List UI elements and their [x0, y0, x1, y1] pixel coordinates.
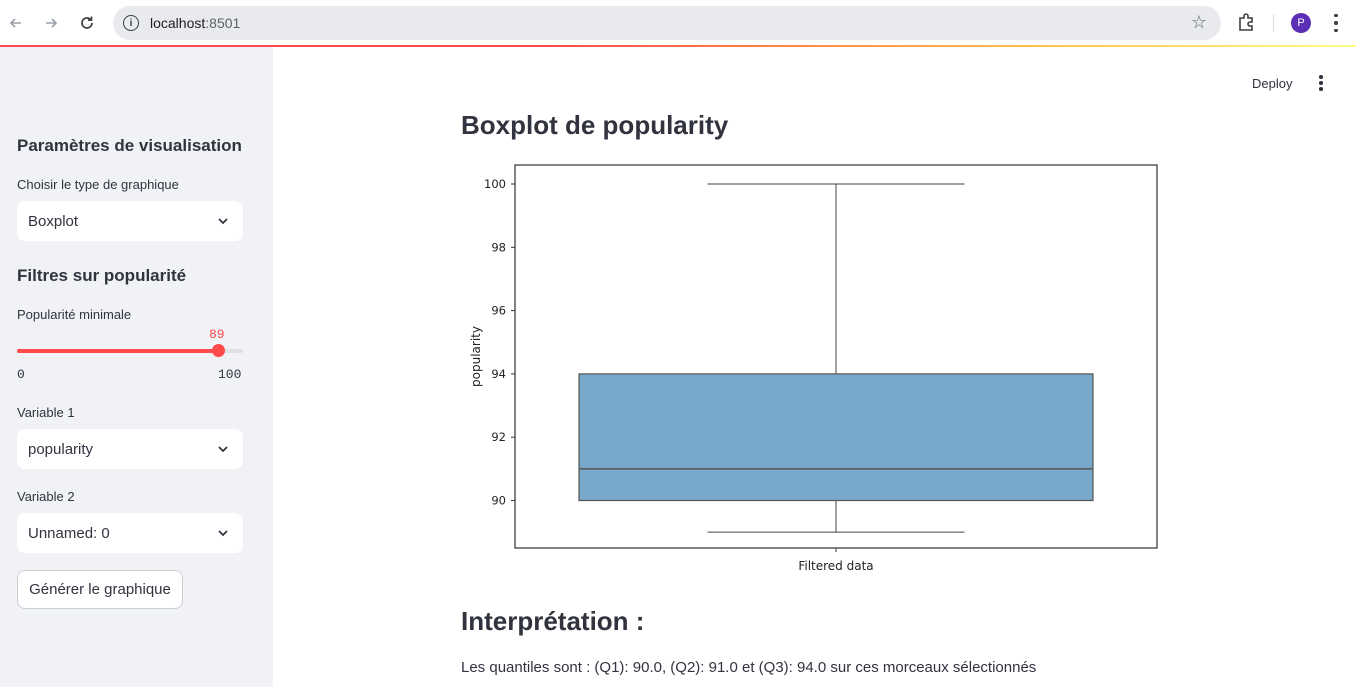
generate-chart-button[interactable]: Générer le graphique [17, 570, 183, 609]
chart-type-value: Boxplot [28, 213, 79, 230]
browser-menu-icon[interactable] [1328, 12, 1344, 34]
variable2-select[interactable]: Unnamed: 0 [17, 513, 243, 553]
variable1-value: popularity [28, 441, 94, 458]
slider-thumb[interactable] [212, 344, 226, 357]
browser-toolbar: i localhost:8501 ☆ P [0, 0, 1356, 47]
extensions-puzzle-icon[interactable] [1236, 11, 1258, 33]
y-tick-label: 92 [491, 430, 506, 444]
deploy-button[interactable]: Deploy [1252, 76, 1293, 91]
sidebar: Paramètres de visualisation Choisir le t… [0, 47, 273, 687]
slider-max-label: 100 [218, 367, 242, 382]
site-info-icon[interactable]: i [123, 15, 139, 31]
chevron-down-icon [218, 530, 228, 537]
x-tick-label: Filtered data [798, 559, 873, 573]
url-text: localhost:8501 [150, 15, 241, 31]
reload-icon[interactable] [76, 12, 98, 34]
chevron-down-icon [218, 446, 228, 453]
chevron-down-icon [218, 218, 228, 225]
slider-fill [17, 349, 219, 353]
sidebar-title: Paramètres de visualisation [17, 136, 242, 155]
slider-min-label: 0 [17, 367, 25, 382]
min-popularity-label: Popularité minimale [17, 307, 132, 322]
y-tick-label: 96 [491, 304, 506, 318]
y-tick-label: 94 [491, 367, 506, 381]
app-decoration-bar [0, 45, 1356, 47]
interpretation-text: Les quantiles sont : (Q1): 90.0, (Q2): 9… [461, 659, 1037, 676]
variable1-select[interactable]: popularity [17, 429, 243, 469]
y-tick-label: 100 [484, 177, 506, 191]
min-popularity-slider[interactable] [17, 344, 243, 357]
variable2-value: Unnamed: 0 [28, 525, 110, 542]
chart-title: Boxplot de popularity [461, 110, 729, 140]
bookmark-star-icon[interactable]: ☆ [1190, 12, 1207, 32]
toolbar-divider [1273, 14, 1274, 32]
filters-title: Filtres sur popularité [17, 266, 187, 285]
back-arrow-icon[interactable] [5, 12, 27, 34]
main-menu-icon[interactable] [1314, 74, 1328, 92]
iqr-box [578, 373, 1094, 502]
boxplot-chart: 90 92 94 96 98 100 Filtered data popularity [469, 164, 1158, 573]
y-tick-label: 98 [491, 240, 506, 254]
forward-arrow-icon[interactable] [40, 12, 62, 34]
profile-avatar[interactable]: P [1291, 13, 1311, 33]
interpretation-title: Interprétation : [461, 606, 645, 636]
y-axis-label: popularity [469, 326, 483, 387]
y-tick-label: 90 [491, 494, 506, 508]
chart-type-select[interactable]: Boxplot [17, 201, 243, 241]
chart-type-label: Choisir le type de graphique [17, 177, 179, 192]
address-bar[interactable]: i localhost:8501 ☆ [113, 6, 1221, 40]
slider-current-value: 89 [209, 327, 225, 342]
variable2-label: Variable 2 [17, 489, 75, 504]
variable1-label: Variable 1 [17, 405, 75, 420]
